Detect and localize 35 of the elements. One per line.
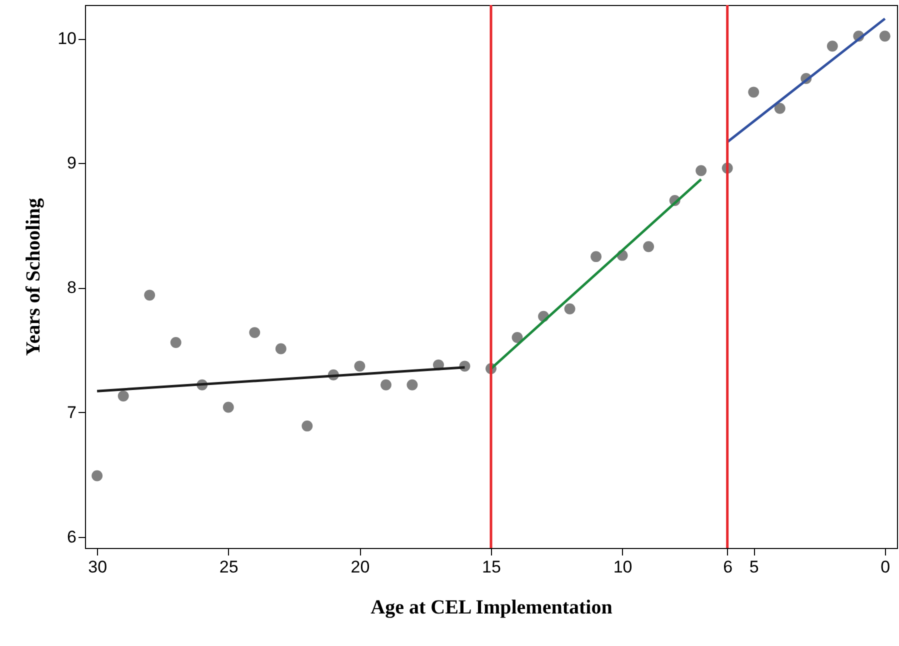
point xyxy=(92,470,103,482)
x-tick-label: 6 xyxy=(723,558,733,576)
point xyxy=(118,390,129,402)
point xyxy=(643,241,654,252)
point xyxy=(222,402,234,413)
point xyxy=(144,290,156,301)
point xyxy=(590,251,602,262)
point xyxy=(170,337,182,348)
y-tick-label: 8 xyxy=(67,278,76,298)
point xyxy=(826,40,838,52)
point xyxy=(249,327,260,338)
point xyxy=(512,332,523,343)
point xyxy=(774,102,786,114)
point xyxy=(275,343,286,354)
x-tick-label: 25 xyxy=(219,558,238,576)
x-tick-label: 20 xyxy=(350,558,370,576)
x-tick-label: 30 xyxy=(88,558,108,576)
x-tick-label: 15 xyxy=(482,558,501,576)
point xyxy=(354,360,366,372)
point xyxy=(748,86,760,98)
y-tick-label: 9 xyxy=(67,154,76,173)
point xyxy=(406,379,418,390)
y-tick-label: 10 xyxy=(58,29,76,48)
point xyxy=(879,30,890,42)
point xyxy=(380,379,392,390)
y-tick-label: 7 xyxy=(67,402,76,422)
x-tick-label: 10 xyxy=(613,558,632,576)
y-axis-title: Years of Schooling xyxy=(22,198,45,356)
x-tick-label: 0 xyxy=(880,558,890,576)
x-axis-title: Age at CEL Implementation xyxy=(370,596,612,618)
x-tick-label: 5 xyxy=(749,558,759,576)
point xyxy=(564,303,576,314)
y-tick-label: 6 xyxy=(67,527,76,546)
point xyxy=(696,165,707,176)
point xyxy=(302,420,313,432)
